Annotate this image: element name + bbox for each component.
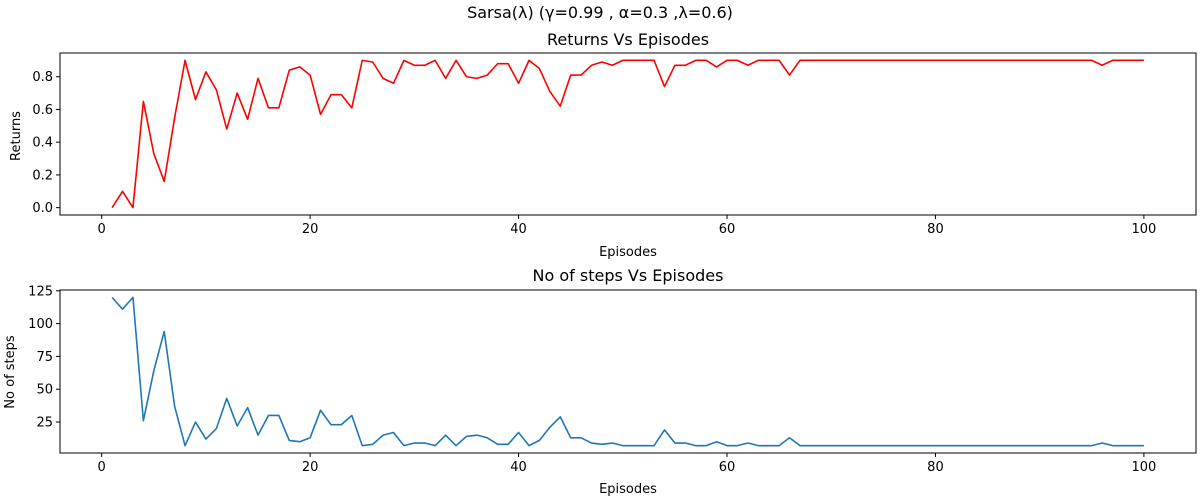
returns-y-tick-label: 0.0 (32, 201, 53, 216)
steps-y-tick-label: 125 (28, 284, 53, 299)
returns-x-tick-label: 60 (719, 222, 736, 237)
returns-y-tick-label: 0.6 (32, 103, 53, 118)
steps-chart: No of steps Vs Episodes Episodes No of s… (3, 266, 1197, 497)
steps-y-tick-label: 50 (36, 383, 53, 398)
steps-chart-xlabel: Episodes (599, 482, 657, 497)
steps-y-tick-label: 25 (36, 416, 53, 431)
returns-plot-area: 0 20 40 60 80 100 0.0 0.2 0.4 0.6 0.8 (32, 52, 1197, 237)
steps-x-tick-label: 60 (719, 460, 736, 475)
steps-x-tick-label: 80 (927, 460, 944, 475)
steps-plot-area: 0 20 40 60 80 100 25 50 75 100 125 (28, 284, 1197, 475)
returns-x-tick-label: 0 (98, 222, 106, 237)
returns-x-tick-label: 100 (1131, 222, 1156, 237)
steps-x-tick-label: 20 (302, 460, 319, 475)
steps-series-line (111, 296, 1144, 447)
returns-x-tick-label: 80 (927, 222, 944, 237)
steps-chart-ylabel: No of steps (3, 335, 18, 409)
steps-x-tick-label: 0 (98, 460, 106, 475)
returns-y-tick-label: 0.8 (32, 70, 53, 85)
steps-chart-title: No of steps Vs Episodes (533, 266, 724, 285)
steps-y-tick-label: 100 (28, 317, 53, 332)
returns-series-line (111, 59, 1144, 209)
returns-chart-title: Returns Vs Episodes (547, 30, 709, 49)
steps-x-tick-label: 40 (510, 460, 527, 475)
returns-x-tick-label: 40 (510, 222, 527, 237)
returns-axes-frame (59, 52, 1197, 216)
returns-chart-xlabel: Episodes (599, 245, 657, 260)
steps-y-tick-label: 75 (36, 350, 53, 365)
returns-x-tick-label: 20 (302, 222, 319, 237)
returns-y-tick-label: 0.2 (32, 168, 53, 183)
steps-x-tick-label: 100 (1131, 460, 1156, 475)
steps-axes-frame (59, 289, 1197, 454)
figure-suptitle: Sarsa(λ) (γ=0.99 , α=0.3 ,λ=0.6) (467, 3, 733, 22)
returns-chart: Returns Vs Episodes Episodes Returns 0 20… (9, 30, 1197, 260)
returns-chart-ylabel: Returns (9, 111, 24, 161)
returns-y-tick-label: 0.4 (32, 136, 53, 151)
